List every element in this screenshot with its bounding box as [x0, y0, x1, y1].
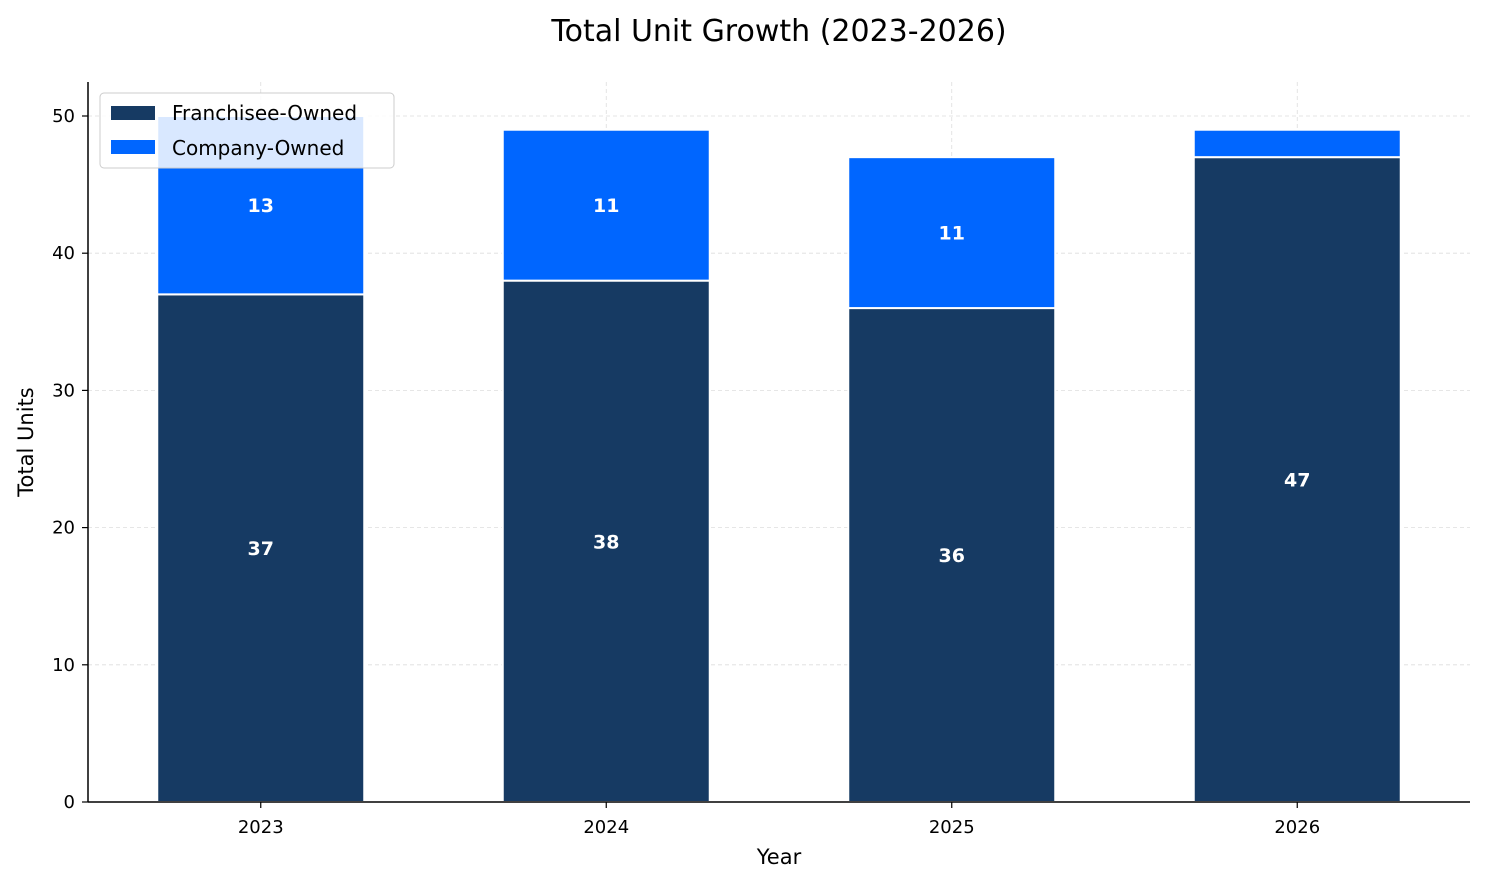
x-tick-label-2026: 2026: [1274, 817, 1320, 838]
bar-franchisee-owned-2026: [1192, 156, 1402, 804]
legend: Franchisee-Owned Company-Owned: [99, 92, 395, 169]
x-axis-label: Year: [756, 845, 802, 869]
data-label-company-owned-2024: 11: [593, 195, 619, 217]
axes: [87, 82, 1470, 803]
bar-franchisee-owned-2023: [156, 293, 366, 803]
data-label-franchisee-owned-2026: 47: [1284, 470, 1310, 492]
legend-label-franchisee-owned: Franchisee-Owned: [172, 101, 357, 125]
x-tick-label-2023: 2023: [238, 817, 284, 838]
data-label-company-owned-2025: 11: [939, 223, 965, 245]
y-tick-label-50: 50: [52, 106, 75, 127]
data-label-franchisee-owned-2023: 37: [248, 538, 274, 560]
bar-company-owned-2025: [847, 156, 1057, 310]
legend-box: [99, 92, 395, 169]
bar-labels: 37 13 38 11 36 11 47: [248, 195, 1311, 567]
legend-swatch-company-owned: [111, 140, 155, 154]
legend-swatch-franchisee-owned: [111, 106, 155, 120]
data-label-company-owned-2023: 13: [248, 195, 274, 217]
bars: [156, 115, 1402, 804]
x-tick-label-2024: 2024: [583, 817, 629, 838]
bar-company-owned-2024: [501, 128, 711, 282]
y-axis-label: Total Units: [14, 387, 38, 497]
y-ticks: 0 10 20 30 40 50: [52, 106, 88, 813]
y-tick-label-10: 10: [52, 655, 75, 676]
x-tick-label-2025: 2025: [929, 817, 975, 838]
data-label-franchisee-owned-2024: 38: [593, 531, 619, 553]
legend-label-company-owned: Company-Owned: [172, 136, 344, 160]
y-tick-label-30: 30: [52, 380, 75, 401]
y-tick-label-40: 40: [52, 243, 75, 264]
chart-title: Total Unit Growth (2023-2026): [550, 14, 1006, 49]
bar-company-owned-2026: [1192, 128, 1402, 159]
x-ticks: 2023 2024 2025 2026: [238, 802, 1320, 838]
data-label-franchisee-owned-2025: 36: [939, 545, 965, 567]
y-tick-label-20: 20: [52, 518, 75, 539]
y-tick-label-0: 0: [64, 792, 75, 813]
